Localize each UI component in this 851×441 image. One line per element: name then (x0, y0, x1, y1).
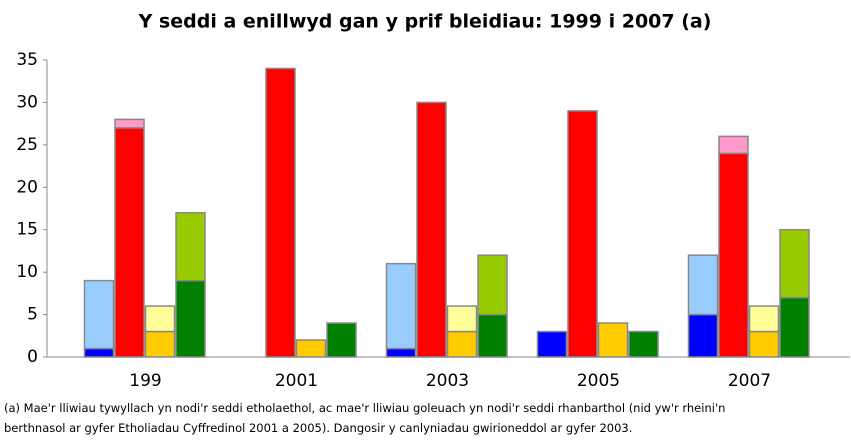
bar-segment (748, 305, 780, 333)
bar-segment (536, 330, 568, 358)
bar-segment (385, 262, 417, 350)
bar-segment (567, 110, 598, 358)
bar-segment (83, 347, 115, 358)
bar-segment (326, 322, 357, 358)
bar-segment (687, 313, 719, 358)
bar-segment (779, 228, 810, 299)
bar-segment (446, 330, 478, 358)
bar-segment (477, 313, 508, 358)
bar-segment (597, 322, 629, 358)
footnote: (a) Mae'r lliwiau tywyllach yn nodi'r se… (4, 401, 725, 415)
bar-segment (718, 152, 749, 358)
bar-segment (628, 330, 659, 358)
y-tick-label: 15 (16, 220, 38, 240)
footnote: berthnasol ar gyfer Etholiadau Cyffredin… (4, 421, 632, 435)
y-tick-label: 30 (16, 92, 38, 112)
bar-segment (687, 254, 719, 316)
y-tick-label: 10 (16, 262, 38, 282)
bar-segment (175, 279, 206, 358)
x-tick-label: 2005 (577, 371, 620, 391)
bar-segment (385, 347, 417, 358)
y-tick-label: 0 (27, 347, 38, 367)
bar-segment (416, 101, 447, 358)
bar-segment (144, 305, 176, 333)
x-tick-label: 2007 (728, 371, 771, 391)
x-tick-label: 2003 (426, 371, 469, 391)
x-tick-label: 199 (129, 371, 161, 391)
bar-segment (446, 305, 478, 333)
bar-segment (748, 330, 780, 358)
bar-segment (477, 254, 508, 316)
y-tick-label: 5 (27, 305, 38, 325)
y-tick-label: 35 (16, 50, 38, 70)
x-tick-label: 2001 (275, 371, 318, 391)
bar-segment (295, 339, 327, 358)
bar-segment (175, 211, 206, 282)
bar-segment (718, 135, 749, 155)
bar-segment (144, 330, 176, 358)
bar-segment (265, 67, 296, 358)
bar-segment (114, 127, 145, 358)
bar-segment (83, 279, 115, 350)
chart-title: Y seddi a enillwyd gan y prif bleidiau: … (138, 11, 712, 33)
bar-segment (114, 118, 145, 129)
bar-segment (779, 296, 810, 358)
y-tick-label: 25 (16, 135, 38, 155)
y-tick-label: 20 (16, 177, 38, 197)
